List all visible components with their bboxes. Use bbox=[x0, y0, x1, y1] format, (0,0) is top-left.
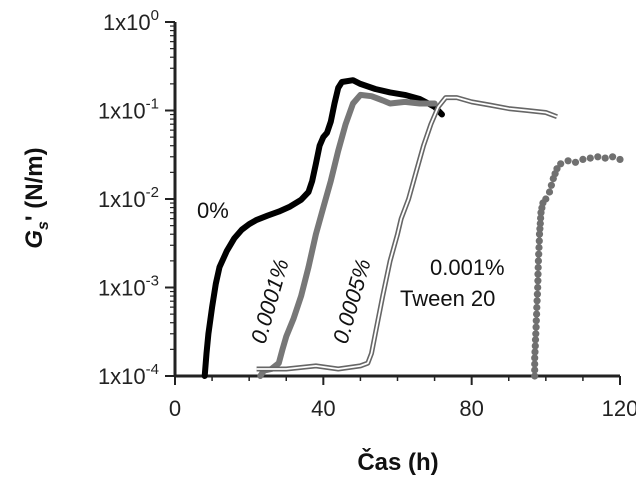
series-3-point bbox=[535, 230, 544, 238]
series-3-point bbox=[571, 158, 580, 166]
label-tween-line2: Tween 20 bbox=[400, 286, 495, 311]
series-3-point bbox=[547, 181, 556, 189]
series-3-point bbox=[534, 263, 542, 272]
series-layer bbox=[201, 77, 624, 380]
y-tick-label-0: 1x100 bbox=[103, 7, 159, 35]
series-3-point bbox=[609, 153, 617, 161]
x-tick-label-3: 120 bbox=[602, 396, 636, 421]
series-3-point bbox=[532, 323, 540, 331]
y-axis-title-main: G bbox=[21, 230, 48, 249]
series-3-point bbox=[534, 277, 542, 285]
series-3-point bbox=[535, 237, 543, 245]
series-1-line bbox=[257, 91, 438, 379]
series-3-point bbox=[532, 317, 540, 325]
label-tween-line1: 0.001% bbox=[430, 255, 505, 280]
series-3-point bbox=[531, 360, 539, 368]
series-3-point bbox=[535, 243, 543, 252]
series-3-point bbox=[542, 195, 550, 203]
series-2-line-outer bbox=[256, 95, 558, 372]
x-axis-title: Čas (h) bbox=[357, 448, 438, 476]
series-3-point bbox=[534, 270, 542, 278]
label-0-percent: 0% bbox=[197, 198, 229, 223]
ticks: 0 40 80 120 1x100 1x10-1 1x10-2 1x10-3 1x10-4 bbox=[98, 7, 636, 421]
series-2-line-inner bbox=[256, 96, 558, 370]
y-tick-label-2: 1x10-2 bbox=[98, 184, 159, 212]
series-3-point bbox=[535, 250, 543, 258]
y-axis-title: Gs' (N/m) bbox=[21, 147, 52, 248]
series-3-point bbox=[534, 283, 542, 292]
y-tick-label-4: 1x10-4 bbox=[98, 361, 159, 389]
series-3-point bbox=[531, 366, 539, 374]
series-3-point bbox=[531, 354, 539, 362]
series-3-point bbox=[586, 154, 594, 162]
series-3-point bbox=[545, 188, 554, 196]
y-tick-label-1: 1x10-1 bbox=[98, 96, 159, 124]
series-3-point bbox=[531, 348, 539, 356]
series-3-point bbox=[557, 160, 565, 168]
series-3-point bbox=[531, 336, 540, 344]
series-3-point bbox=[553, 165, 561, 173]
series-3-point bbox=[532, 330, 540, 338]
series-3-point bbox=[564, 157, 572, 165]
series-3-point bbox=[616, 155, 624, 164]
series-3-point bbox=[537, 214, 545, 222]
series-3-point bbox=[533, 310, 541, 318]
series-3-point bbox=[601, 154, 609, 162]
x-tick-label-1: 40 bbox=[311, 396, 335, 421]
series-3-point bbox=[536, 219, 544, 228]
y-axis-title-suffix: ' (N/m) bbox=[21, 147, 48, 221]
series-3-point bbox=[534, 257, 543, 265]
series-3-point bbox=[579, 155, 587, 163]
series-3-point bbox=[533, 303, 541, 312]
series-3-point bbox=[533, 290, 542, 298]
x-tick-label-2: 80 bbox=[459, 396, 483, 421]
series-0-line bbox=[201, 77, 445, 379]
y-axis-title-sub: s bbox=[35, 221, 52, 230]
series-3-point bbox=[594, 153, 602, 161]
label-0.0005-percent: 0.0005% bbox=[328, 256, 376, 346]
series-3-point bbox=[533, 297, 541, 305]
y-tick-label-3: 1x10-3 bbox=[98, 273, 159, 301]
series-3-point bbox=[531, 372, 539, 380]
series-3-point bbox=[531, 342, 539, 350]
series-3-point bbox=[536, 225, 544, 233]
x-tick-label-0: 0 bbox=[169, 396, 181, 421]
